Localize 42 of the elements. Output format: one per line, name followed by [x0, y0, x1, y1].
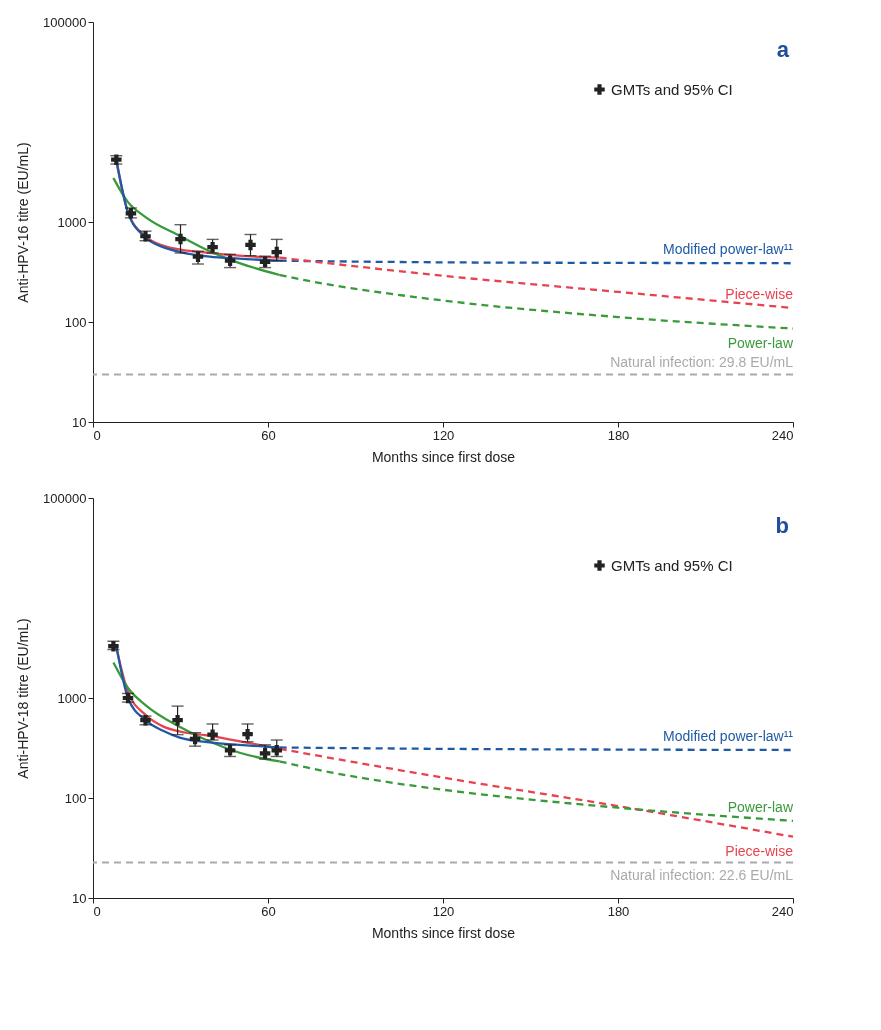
- y-tick-label: 100000: [43, 14, 87, 30]
- y-tick-label: 10: [72, 414, 87, 430]
- x-tick-label: 120: [432, 427, 455, 443]
- series-label: Modified power-law¹¹: [663, 241, 794, 258]
- series-label: Power-law: [727, 334, 794, 351]
- point: [207, 729, 218, 740]
- x-tick-label: 240: [771, 903, 794, 919]
- y-tick-label: 100000: [43, 490, 87, 506]
- x-tick-label: 0: [93, 427, 101, 443]
- x-tick-label: 180: [607, 903, 630, 919]
- x-tick-label: 180: [607, 427, 630, 443]
- point: [175, 233, 186, 245]
- legend-label: GMTs and 95% CI: [611, 556, 733, 574]
- point: [242, 728, 253, 740]
- point: [271, 745, 282, 756]
- x-tick-label: 120: [432, 903, 455, 919]
- point: [245, 239, 256, 251]
- y-tick-label: 100: [64, 790, 87, 806]
- x-tick-label: 60: [261, 903, 276, 919]
- x-tick-label: 240: [771, 427, 794, 443]
- x-axis-title: Months since first dose: [371, 924, 516, 941]
- y-tick-label: 1000: [57, 214, 87, 230]
- series-label: Piece-wise: [725, 286, 794, 303]
- point: [172, 714, 183, 726]
- x-tick-label: 60: [261, 427, 276, 443]
- annotation: a: [776, 37, 790, 62]
- ref-line-label: Natural infection: 29.8 EU/mL: [610, 353, 794, 370]
- y-axis-title: Anti-HPV-18 titre (EU/mL): [15, 618, 32, 779]
- ref-line-label: Natural infection: 22.6 EU/mL: [610, 866, 794, 883]
- y-tick-label: 1000: [57, 690, 87, 706]
- point: [271, 246, 282, 258]
- legend-label: GMTs and 95% CI: [611, 80, 733, 98]
- series-label: Modified power-law¹¹: [663, 728, 794, 744]
- point: [259, 748, 271, 759]
- x-axis-title: Months since first dose: [371, 448, 516, 465]
- x-tick-label: 0: [93, 903, 101, 919]
- y-tick-label: 10: [72, 890, 87, 906]
- y-axis-title: Anti-HPV-16 titre (EU/mL): [15, 142, 32, 303]
- y-tick-label: 100: [64, 314, 87, 330]
- annotation: b: [775, 513, 789, 538]
- series-label: Piece-wise: [725, 842, 794, 859]
- series-label: Power-law: [727, 798, 794, 815]
